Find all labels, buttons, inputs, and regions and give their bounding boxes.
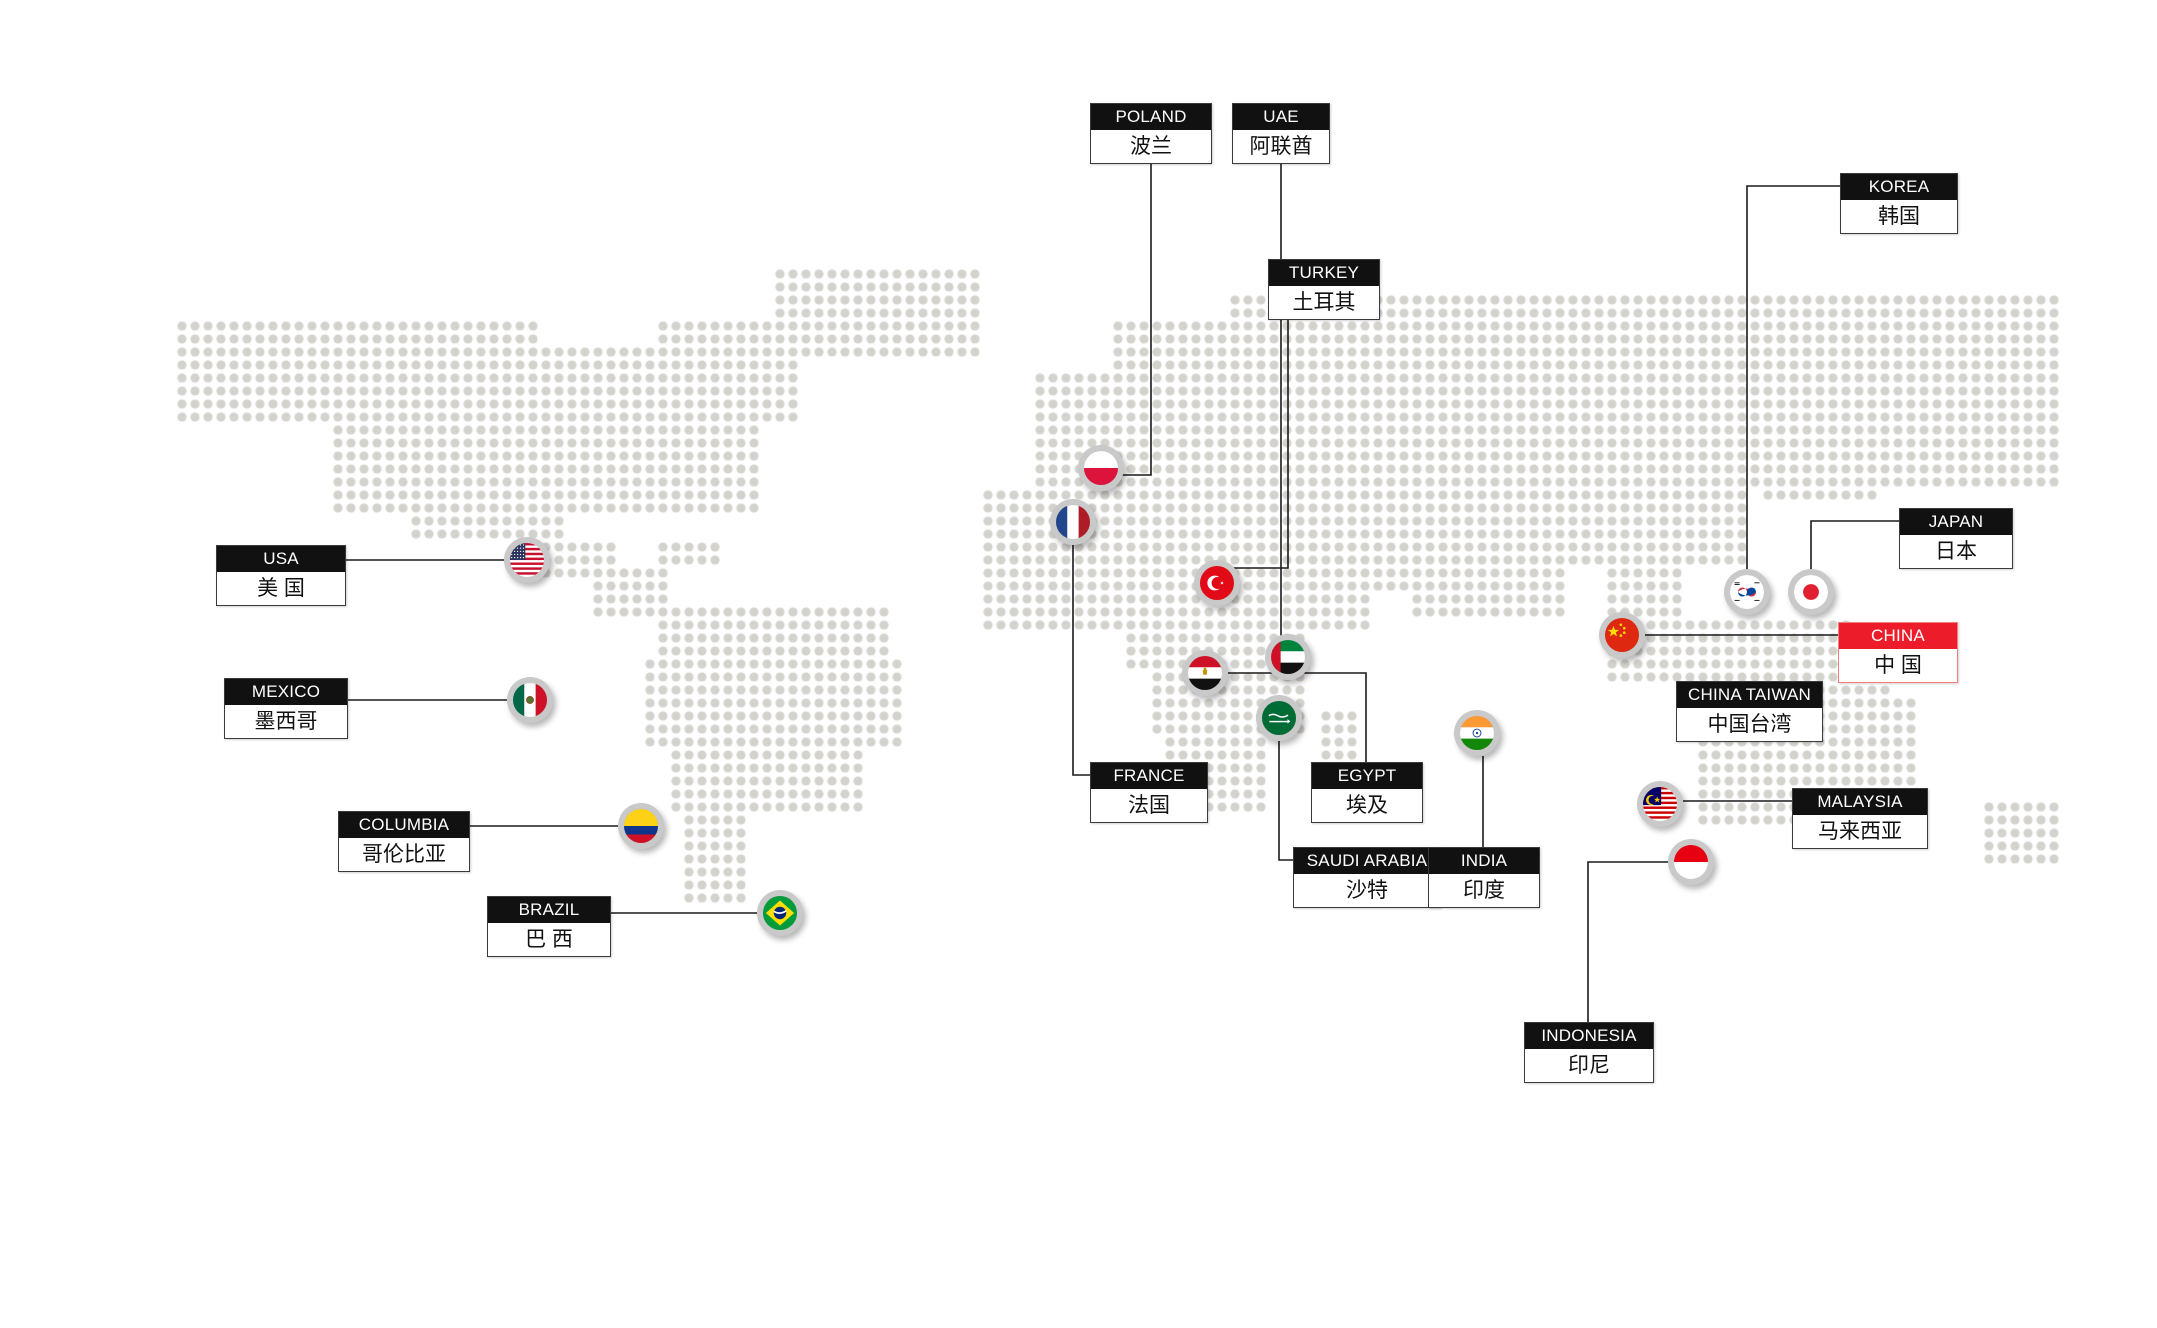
country-name-zh-france: 法国 (1091, 789, 1207, 822)
flag-marker-uae[interactable] (1265, 634, 1311, 680)
country-name-en-india: INDIA (1429, 848, 1539, 874)
flag-marker-poland[interactable] (1078, 445, 1124, 491)
country-label-turkey[interactable]: TURKEY 土耳其 (1268, 259, 1380, 320)
flag-marker-korea[interactable] (1724, 569, 1770, 615)
country-name-en-usa: USA (217, 546, 345, 572)
country-name-en-egypt: EGYPT (1312, 763, 1422, 789)
country-label-uae[interactable]: UAE 阿联酋 (1232, 103, 1330, 164)
country-name-zh-turkey: 土耳其 (1269, 286, 1379, 319)
country-name-en-malaysia: MALAYSIA (1793, 789, 1927, 815)
flag-marker-india[interactable] (1454, 710, 1500, 756)
country-label-china[interactable]: CHINA 中 国 (1838, 622, 1958, 683)
country-name-en-china: CHINA (1839, 623, 1957, 649)
country-name-zh-japan: 日本 (1900, 535, 2012, 568)
country-label-malaysia[interactable]: MALAYSIA 马来西亚 (1792, 788, 1928, 849)
flag-marker-china[interactable] (1599, 612, 1645, 658)
india-flag-icon (1460, 716, 1494, 750)
flag-marker-malaysia[interactable] (1637, 781, 1683, 827)
flag-marker-columbia[interactable] (618, 803, 664, 849)
country-name-zh-brazil: 巴 西 (488, 923, 610, 956)
country-name-zh-mexico: 墨西哥 (225, 705, 347, 738)
country-label-china-taiwan[interactable]: CHINA TAIWAN 中国台湾 (1676, 681, 1823, 742)
country-label-egypt[interactable]: EGYPT 埃及 (1311, 762, 1423, 823)
turkey-flag-icon (1200, 566, 1234, 600)
country-name-zh-usa: 美 国 (217, 572, 345, 605)
france-flag-icon (1056, 505, 1090, 539)
country-label-columbia[interactable]: COLUMBIA 哥伦比亚 (338, 811, 470, 872)
flag-marker-france[interactable] (1050, 499, 1096, 545)
flag-marker-japan[interactable] (1788, 569, 1834, 615)
country-label-brazil[interactable]: BRAZIL 巴 西 (487, 896, 611, 957)
country-name-zh-korea: 韩国 (1841, 200, 1957, 233)
country-name-zh-saudi: 沙特 (1294, 874, 1440, 907)
country-name-en-uae: UAE (1233, 104, 1329, 130)
country-label-france[interactable]: FRANCE 法国 (1090, 762, 1208, 823)
korea-flag-icon (1730, 575, 1764, 609)
usa-flag-icon (510, 543, 544, 577)
country-name-en-brazil: BRAZIL (488, 897, 610, 923)
country-name-zh-malaysia: 马来西亚 (1793, 815, 1927, 848)
uae-flag-icon (1271, 640, 1305, 674)
country-name-en-saudi: SAUDI ARABIA (1294, 848, 1440, 874)
brazil-flag-icon (763, 896, 797, 930)
country-label-japan[interactable]: JAPAN 日本 (1899, 508, 2013, 569)
mexico-flag-icon (513, 683, 547, 717)
country-name-en-china-taiwan: CHINA TAIWAN (1677, 682, 1822, 708)
japan-flag-icon (1794, 575, 1828, 609)
country-name-zh-columbia: 哥伦比亚 (339, 838, 469, 871)
country-name-zh-indonesia: 印尼 (1525, 1049, 1653, 1082)
country-label-mexico[interactable]: MEXICO 墨西哥 (224, 678, 348, 739)
country-name-zh-china-taiwan: 中国台湾 (1677, 708, 1822, 741)
country-label-usa[interactable]: USA 美 国 (216, 545, 346, 606)
country-name-en-japan: JAPAN (1900, 509, 2012, 535)
country-name-zh-egypt: 埃及 (1312, 789, 1422, 822)
country-name-en-turkey: TURKEY (1269, 260, 1379, 286)
saudi-flag-icon (1262, 701, 1296, 735)
flag-marker-indonesia[interactable] (1668, 839, 1714, 885)
china-flag-icon (1605, 618, 1639, 652)
country-name-en-mexico: MEXICO (225, 679, 347, 705)
country-name-en-france: FRANCE (1091, 763, 1207, 789)
country-name-en-korea: KOREA (1841, 174, 1957, 200)
egypt-flag-icon (1188, 656, 1222, 690)
flag-marker-usa[interactable] (504, 537, 550, 583)
country-name-en-poland: POLAND (1091, 104, 1211, 130)
flag-marker-mexico[interactable] (507, 677, 553, 723)
country-label-indonesia[interactable]: INDONESIA 印尼 (1524, 1022, 1654, 1083)
flag-marker-saudi[interactable] (1256, 695, 1302, 741)
country-label-korea[interactable]: KOREA 韩国 (1840, 173, 1958, 234)
country-label-saudi[interactable]: SAUDI ARABIA 沙特 (1293, 847, 1441, 908)
country-label-india[interactable]: INDIA 印度 (1428, 847, 1540, 908)
columbia-flag-icon (624, 809, 658, 843)
country-name-zh-uae: 阿联酋 (1233, 130, 1329, 163)
country-name-zh-india: 印度 (1429, 874, 1539, 907)
country-label-poland[interactable]: POLAND 波兰 (1090, 103, 1212, 164)
country-name-en-columbia: COLUMBIA (339, 812, 469, 838)
flag-marker-egypt[interactable] (1182, 650, 1228, 696)
flag-marker-turkey[interactable] (1194, 560, 1240, 606)
flag-marker-brazil[interactable] (757, 890, 803, 936)
country-name-zh-poland: 波兰 (1091, 130, 1211, 163)
country-name-en-indonesia: INDONESIA (1525, 1023, 1653, 1049)
malaysia-flag-icon (1643, 787, 1677, 821)
indonesia-flag-icon (1674, 845, 1708, 879)
country-name-zh-china: 中 国 (1839, 649, 1957, 682)
poland-flag-icon (1084, 451, 1118, 485)
